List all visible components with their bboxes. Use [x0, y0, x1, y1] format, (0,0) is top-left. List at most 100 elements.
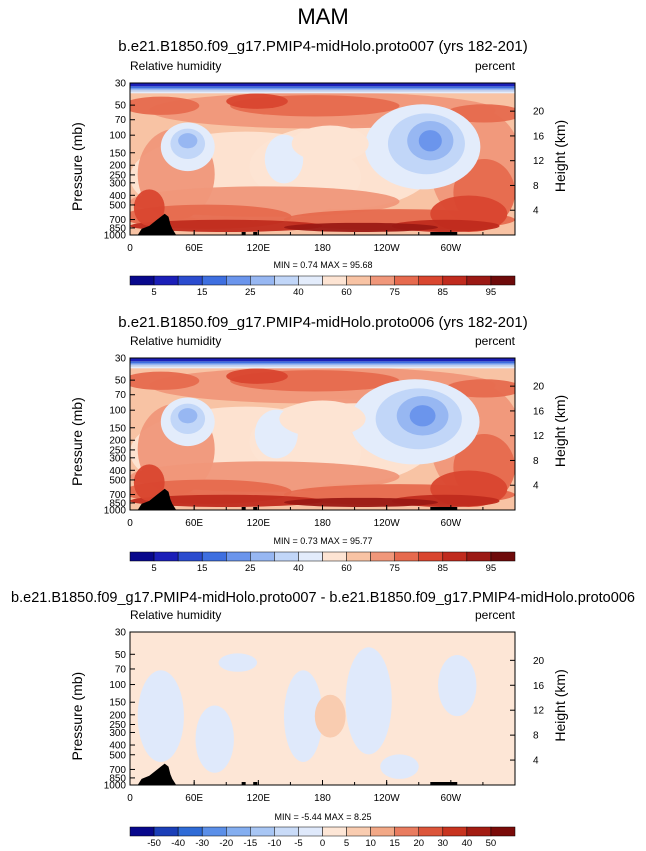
rh-strat-band-2 — [130, 363, 515, 366]
colorbar-label: 5 — [344, 838, 349, 849]
colorbar-label: -50 — [147, 838, 161, 849]
colorbar-box — [346, 551, 371, 562]
rh-contour-14 — [130, 219, 323, 232]
terrain-south-america — [430, 782, 458, 785]
y2-tick-label: 4 — [533, 756, 539, 767]
y2-axis-title: Height (km) — [552, 395, 568, 467]
y-axis-title: Pressure (mb) — [69, 672, 85, 761]
y-tick-label: 250 — [109, 170, 126, 181]
y-tick-label: 700 — [109, 215, 126, 226]
colorbar-box — [274, 826, 299, 837]
diff-negative-2 — [284, 670, 323, 763]
colorbar-box — [442, 275, 468, 286]
y-tick-label: 300 — [109, 453, 126, 464]
colorbar-label: 15 — [197, 287, 208, 298]
rh-dry-core-8 — [279, 400, 366, 438]
y2-tick-label: 8 — [533, 731, 539, 742]
panel-title: b.e21.B1850.f09_g17.PMIP4-midHolo.proto0… — [118, 38, 527, 55]
colorbar-box — [153, 275, 179, 286]
colorbar-box — [298, 275, 323, 286]
y2-tick-label: 12 — [533, 431, 545, 442]
colorbar-box — [370, 551, 395, 562]
x-tick-label: 60W — [441, 518, 462, 529]
min-max-label: MIN = -5.44 MAX = 8.25 — [274, 812, 371, 822]
colorbar: 5 15 25 40 60 75 85 95 — [129, 275, 516, 298]
colorbar-box — [322, 826, 347, 837]
colorbar: 5 15 25 40 60 75 85 95 — [129, 551, 516, 574]
y2-tick-label: 16 — [533, 681, 545, 692]
y-tick-label: 850 — [109, 223, 126, 234]
colorbar-label: 60 — [341, 563, 352, 574]
terrain-south-america — [430, 507, 458, 510]
colorbar-box — [490, 826, 516, 837]
contour-field — [130, 83, 515, 235]
x-tick-label: 120E — [247, 243, 271, 254]
y-tick-label: 500 — [109, 475, 126, 486]
rh-strat-band-1 — [130, 86, 515, 89]
colorbar-label: 95 — [486, 287, 497, 298]
rh-dry-core-6 — [418, 130, 442, 152]
colorbar-box — [394, 826, 419, 837]
y-axis-title: Pressure (mb) — [69, 122, 85, 211]
colorbar-box — [394, 551, 419, 562]
y-tick-label: 850 — [109, 498, 126, 509]
colorbar-label: 25 — [245, 287, 256, 298]
terrain-island-a — [241, 232, 246, 235]
panel-2: b.e21.B1850.f09_g17.PMIP4-midHolo.proto0… — [69, 314, 568, 574]
main-title: MAM — [297, 4, 348, 29]
y-tick-label: 200 — [109, 161, 126, 172]
rh-strat-band-0 — [130, 358, 515, 362]
y-tick-label: 500 — [109, 750, 126, 761]
colorbar-label: 40 — [293, 287, 304, 298]
y2-tick-label: 20 — [533, 382, 545, 393]
y-tick-label: 300 — [109, 178, 126, 189]
colorbar: -50 -40 -30 -20 -15 -10 -5 0 5 10 15 20 30 40 50 — [129, 826, 516, 849]
colorbar-label: 0 — [320, 838, 325, 849]
colorbar-box — [466, 551, 492, 562]
colorbar-box — [153, 826, 179, 837]
y2-tick-label: 16 — [533, 131, 545, 142]
colorbar-label: 85 — [438, 563, 449, 574]
colorbar-label: 30 — [438, 838, 449, 849]
y2-tick-label: 12 — [533, 706, 545, 717]
y-tick-label: 50 — [115, 376, 127, 387]
y-tick-label: 70 — [115, 664, 127, 675]
y-tick-label: 300 — [109, 728, 126, 739]
y2-tick-label: 20 — [533, 107, 545, 118]
diff-negative-4 — [218, 653, 258, 672]
colorbar-box — [490, 275, 516, 286]
colorbar-label: 20 — [413, 838, 424, 849]
rh-strat-band-1 — [130, 361, 515, 364]
rh-dry-core-8 — [291, 125, 369, 163]
rh-strat-band-3 — [130, 90, 515, 92]
colorbar-label: -40 — [171, 838, 185, 849]
colorbar-box — [466, 826, 492, 837]
y-tick-label: 100 — [109, 131, 126, 142]
colorbar-label: -30 — [195, 838, 209, 849]
diff-negative-0 — [137, 670, 184, 763]
colorbar-label: 50 — [486, 838, 497, 849]
diff-positive-core — [314, 694, 346, 738]
colorbar-box — [274, 275, 299, 286]
colorbar-label: -15 — [243, 838, 257, 849]
y-tick-label: 1000 — [104, 781, 127, 792]
y-tick-label: 1000 — [104, 231, 127, 242]
colorbar-label: -20 — [219, 838, 233, 849]
y2-axis-title: Height (km) — [552, 669, 568, 741]
rh-contour-10 — [130, 371, 200, 390]
colorbar-box — [298, 826, 323, 837]
colorbar-box — [250, 551, 275, 562]
colorbar-label: 95 — [486, 563, 497, 574]
colorbar-label: 15 — [197, 563, 208, 574]
colorbar-box — [226, 275, 251, 286]
rh-strat-band-4 — [130, 91, 515, 94]
colorbar-label: -10 — [268, 838, 282, 849]
colorbar-box — [394, 275, 419, 286]
colorbar-label: 75 — [389, 563, 400, 574]
rh-strat-band-2 — [130, 88, 515, 91]
colorbar-box — [370, 275, 395, 286]
panel-title: b.e21.B1850.f09_g17.PMIP4-midHolo.proto0… — [118, 314, 527, 331]
terrain-africa — [137, 488, 177, 510]
units-label: percent — [475, 59, 516, 73]
